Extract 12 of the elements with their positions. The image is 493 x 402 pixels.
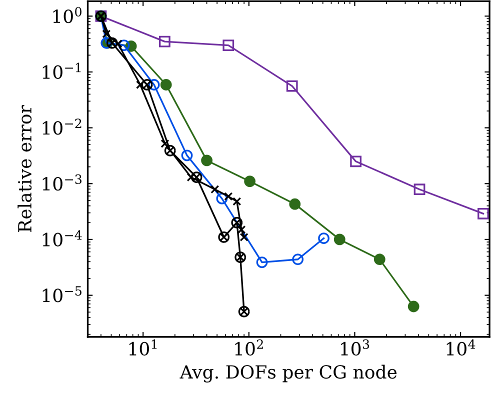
- x-tick-label: 10$^{1}$: [129, 339, 157, 356]
- y-tick-label: 10$^{0}$: [53, 6, 82, 24]
- x-axis-title: Avg. DOFs per CG node: [180, 364, 397, 382]
- y-axis-title: Relative error: [18, 105, 32, 232]
- y-tick-label: 10$^{−5}$: [42, 286, 82, 302]
- x-tick-label: 10$^{4}$: [446, 339, 476, 356]
- y-tick-label: 10$^{−3}$: [42, 174, 82, 191]
- x-tick-label: 10$^{2}$: [235, 339, 263, 356]
- y-tick-label: 10$^{−4}$: [42, 230, 82, 246]
- y-tick-label: 10$^{−1}$: [42, 62, 81, 79]
- y-tick-label: 10$^{−2}$: [42, 118, 82, 135]
- x-tick-label: 10$^{3}$: [341, 339, 370, 356]
